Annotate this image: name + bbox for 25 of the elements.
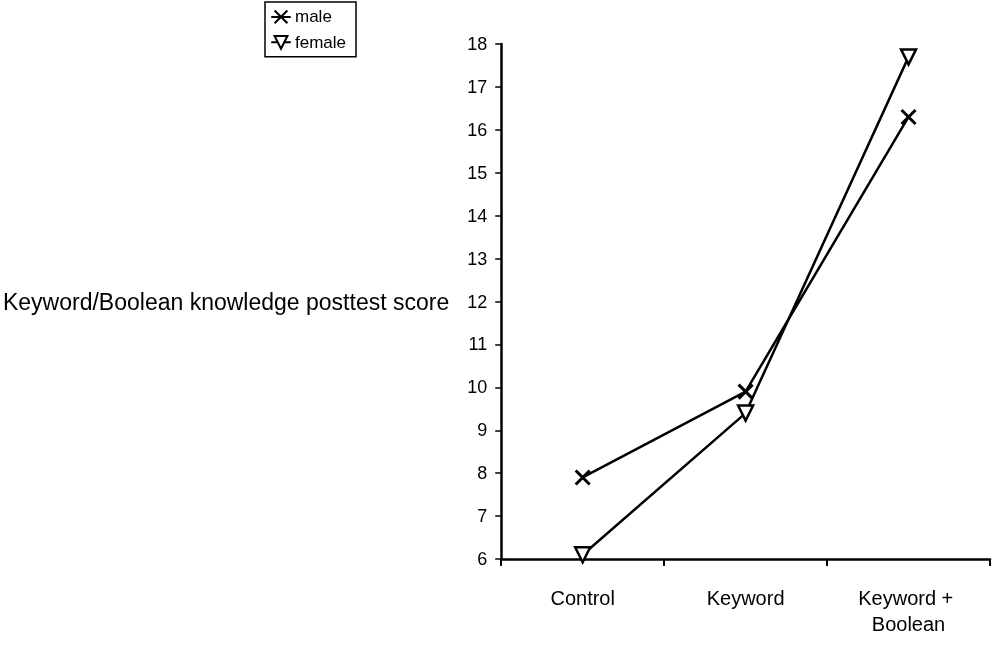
y-tick-label: 18 [467,34,488,54]
y-tick-label: 15 [467,162,488,183]
point [737,383,755,401]
y-tick-label: 12 [467,291,488,312]
x-tick-label: Control [550,587,615,609]
y-tick-label: 17 [467,76,488,97]
legend-label: female [295,32,347,52]
x-tick-label: Keyword [706,587,785,609]
y-tick-label: 6 [477,549,488,569]
y-tick-label: 13 [467,248,488,269]
point [573,545,592,564]
y-tick-label: 14 [467,205,488,226]
point [574,468,592,486]
y-tick-label: 10 [467,377,488,398]
y-tick-label: 7 [477,506,488,527]
point [736,404,755,422]
y-tick-label: 9 [477,420,488,441]
legend-label: male [295,7,332,27]
point [899,48,918,66]
y-tick-label: 11 [468,334,488,355]
y-axis-title: Keyword/Boolean knowledge posttest score [2,288,450,315]
y-tick-label: 8 [477,463,488,484]
point [900,108,918,126]
x-tick-label: Keyword + Boolean [858,587,959,635]
y-tick-label: 16 [467,119,488,140]
